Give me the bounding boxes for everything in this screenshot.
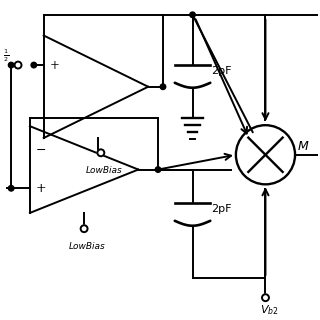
Text: $V_{b2}$: $V_{b2}$ [260,304,279,317]
Text: 2pF: 2pF [211,66,232,76]
Circle shape [31,62,36,68]
Text: 2pF: 2pF [211,204,232,214]
Text: LowBias: LowBias [85,166,122,175]
Circle shape [262,294,269,301]
Circle shape [190,12,195,18]
Circle shape [8,62,14,68]
Text: +: + [36,182,46,195]
Text: +: + [50,59,60,72]
Circle shape [8,186,14,191]
Text: −: − [36,144,46,157]
Text: $\frac{1}{2}$: $\frac{1}{2}$ [3,47,9,64]
Circle shape [155,167,161,172]
Circle shape [15,62,21,68]
Text: M: M [298,140,309,153]
Circle shape [97,149,104,156]
Circle shape [160,84,166,90]
Circle shape [81,225,88,232]
Text: LowBias: LowBias [69,242,105,251]
